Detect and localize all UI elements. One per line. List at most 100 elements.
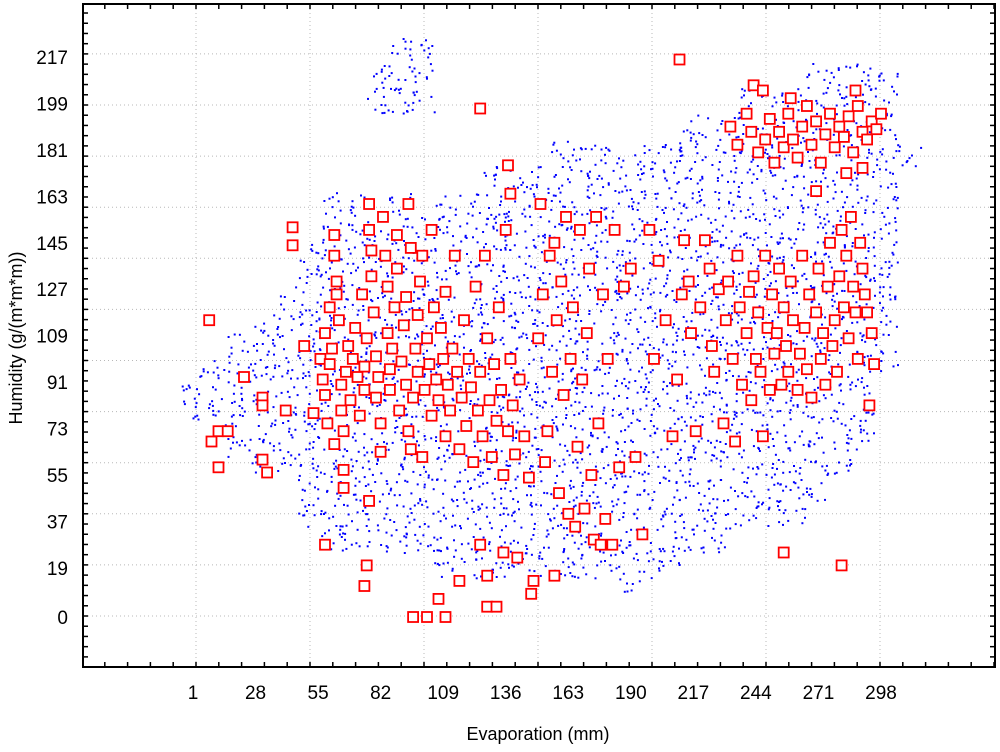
data-point-blue: [472, 306, 475, 309]
data-point-blue: [227, 336, 230, 338]
data-point-blue: [859, 424, 862, 427]
data-point-blue: [454, 264, 457, 267]
data-point-blue: [718, 230, 721, 233]
data-point-blue: [475, 265, 478, 268]
data-point-red: [365, 270, 378, 283]
data-point-blue: [462, 491, 465, 494]
data-point-blue: [672, 545, 675, 548]
data-point-blue: [876, 164, 879, 167]
data-point-blue: [747, 208, 750, 211]
data-point-blue: [476, 360, 479, 363]
data-point-blue: [788, 471, 791, 474]
data-point-red: [845, 210, 857, 223]
data-point-blue: [564, 574, 567, 577]
data-point-blue: [512, 498, 515, 501]
data-point-blue: [337, 307, 340, 310]
data-point-blue: [417, 335, 420, 338]
data-point-blue: [188, 386, 191, 389]
data-point-blue: [845, 464, 848, 467]
data-point-red: [747, 270, 760, 283]
data-point-blue: [628, 456, 631, 459]
data-point-blue: [624, 185, 627, 188]
data-point-blue: [380, 70, 383, 73]
data-point-blue: [730, 344, 733, 347]
x-tick-label: 271: [803, 683, 835, 704]
data-point-blue: [258, 413, 261, 416]
data-point-blue: [350, 458, 353, 461]
data-point-red: [856, 262, 869, 275]
data-point-blue: [256, 349, 259, 352]
data-point-red: [323, 358, 336, 371]
data-point-blue: [627, 362, 629, 365]
data-point-blue: [714, 522, 717, 524]
data-point-red: [360, 332, 373, 345]
data-point-blue: [660, 448, 663, 451]
data-point-blue: [718, 192, 721, 194]
data-point-blue: [620, 539, 622, 542]
data-point-blue: [665, 507, 668, 510]
data-point-blue: [531, 465, 534, 468]
data-point-blue: [596, 495, 599, 498]
data-point-blue: [262, 331, 265, 334]
data-point-blue: [723, 411, 725, 414]
data-point-blue: [438, 549, 441, 552]
data-point-blue: [685, 320, 688, 323]
data-point-red: [847, 146, 860, 159]
data-point-blue: [230, 346, 233, 349]
data-point-blue: [460, 388, 463, 391]
data-point-blue: [568, 501, 571, 503]
data-point-blue: [294, 406, 297, 409]
data-point-blue: [471, 507, 474, 510]
data-point-blue: [267, 350, 270, 353]
data-point-blue: [559, 153, 562, 156]
data-point-blue: [879, 150, 882, 153]
data-point-blue: [390, 297, 393, 300]
data-point-blue: [637, 163, 640, 166]
data-point-blue: [849, 383, 852, 386]
data-point-blue: [358, 287, 361, 289]
data-point-blue: [544, 236, 546, 239]
data-point-blue: [892, 365, 895, 368]
data-point-blue: [746, 408, 749, 411]
data-point-blue: [832, 197, 835, 200]
data-point-blue: [695, 401, 698, 404]
data-point-blue: [474, 523, 477, 526]
data-point-blue: [815, 99, 818, 102]
data-point-blue: [395, 481, 398, 484]
data-point-blue: [629, 287, 632, 290]
data-point-blue: [457, 430, 460, 433]
data-point-blue: [291, 436, 294, 439]
data-point-blue: [604, 300, 607, 303]
data-point-blue: [700, 199, 703, 202]
data-point-blue: [480, 575, 482, 578]
data-point-blue: [662, 169, 665, 172]
data-point-blue: [758, 219, 761, 222]
data-point-red: [465, 381, 477, 394]
data-point-blue: [616, 280, 619, 283]
data-point-blue: [795, 291, 798, 294]
data-point-red: [858, 288, 871, 301]
data-point-blue: [895, 186, 898, 188]
data-point-blue: [303, 514, 306, 517]
data-point-red: [863, 399, 876, 412]
data-point-blue: [468, 368, 470, 371]
data-point-blue: [643, 197, 646, 200]
data-point-blue: [686, 397, 688, 400]
data-point-blue: [869, 278, 872, 281]
data-point-blue: [298, 277, 301, 280]
data-point-blue: [380, 104, 383, 106]
data-point-blue: [644, 350, 647, 353]
data-point-blue: [367, 319, 370, 322]
data-point-blue: [630, 589, 633, 592]
data-point-blue: [626, 407, 629, 410]
y-tick-label: 109: [36, 327, 68, 348]
data-point-blue: [550, 200, 553, 202]
data-point-blue: [878, 291, 881, 294]
data-point-blue: [684, 177, 687, 180]
data-point-red: [733, 301, 746, 314]
data-point-red: [370, 350, 382, 363]
data-point-blue: [629, 351, 632, 354]
data-point-blue: [777, 292, 780, 295]
data-point-red: [782, 107, 795, 120]
data-point-blue: [570, 248, 573, 251]
